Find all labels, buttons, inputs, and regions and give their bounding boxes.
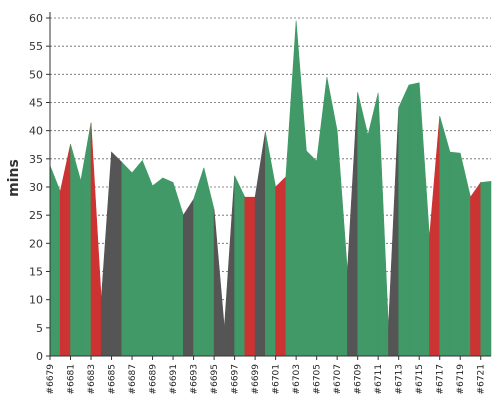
x-tick-label: #6711 [374, 364, 384, 394]
x-tick-label: #6705 [313, 364, 323, 394]
x-tick-label: #6707 [333, 364, 343, 394]
area-segment-6712 [388, 107, 399, 357]
area-segment-6720 [470, 181, 482, 357]
area-segment-6697 [234, 175, 246, 357]
x-tick-label: #6721 [477, 364, 487, 394]
area-segment-6688 [142, 160, 153, 357]
area-segment-6696 [224, 175, 235, 357]
x-tick-label: #6715 [415, 364, 425, 394]
area-segment-6691 [172, 182, 184, 357]
y-tick-label: 40 [29, 125, 43, 138]
area-segment-6709 [357, 92, 369, 357]
x-tick-label: #6701 [272, 364, 282, 394]
x-tick-label: #6703 [292, 364, 302, 394]
area-segment-6713 [398, 84, 410, 357]
area-segment-6699 [254, 131, 266, 357]
area-segment-6694 [203, 167, 215, 357]
area-segment-6680 [59, 144, 71, 357]
y-tick-label: 55 [29, 40, 43, 53]
area-segment-6706 [326, 77, 338, 357]
area-segment-6683 [90, 122, 102, 357]
area-segment-6685 [111, 151, 123, 357]
area-segment-6687 [131, 159, 143, 357]
x-tick-label: #6681 [67, 364, 77, 394]
x-tick-label: #6717 [436, 364, 446, 394]
x-tick-label: #6697 [231, 364, 241, 394]
y-tick-label: 50 [29, 68, 43, 81]
area-segment-6703 [295, 20, 307, 357]
y-tick-label: 0 [36, 350, 43, 363]
area-segment-6682 [80, 122, 92, 357]
y-tick-label: 10 [29, 294, 43, 307]
x-tick-label: #6683 [87, 364, 97, 394]
area-segment-6684 [100, 152, 112, 357]
y-tick-label: 5 [36, 322, 43, 335]
x-tick-label: #6695 [210, 364, 220, 394]
x-tick-label: #6679 [46, 364, 56, 395]
area-segment-6679 [49, 165, 61, 357]
area-segment-6692 [183, 198, 194, 357]
x-tick-labels: #6679 #6681 #6683 #6685 #6687 #6689 #6691 #6693… [46, 364, 487, 395]
area-segment-6693 [193, 167, 205, 357]
y-tick-label: 25 [29, 209, 43, 222]
area-segment-6681 [70, 144, 82, 357]
x-tick-label: #6713 [395, 364, 405, 394]
x-tick-label: #6719 [456, 364, 466, 395]
area-segment-6698 [244, 196, 256, 357]
x-tick-label: #6689 [149, 364, 159, 395]
area-segment-6689 [152, 177, 164, 357]
x-tick-label: #6685 [108, 364, 118, 394]
x-tick-label: #6691 [169, 364, 179, 394]
area-segment-6714 [408, 82, 420, 357]
y-tick-label: 30 [29, 181, 43, 194]
area-segment-6705 [316, 77, 328, 357]
y-axis-label: mins [6, 159, 22, 197]
x-tick-label: #6687 [128, 364, 138, 394]
y-tick-label: 60 [29, 12, 43, 25]
area-segment-6708 [347, 92, 358, 357]
area-layer [49, 20, 492, 357]
area-segment-6704 [306, 150, 317, 357]
x-tick-label: #6699 [251, 364, 261, 395]
y-tick-label: 35 [29, 153, 43, 166]
area-segment-6690 [162, 177, 174, 357]
area-segment-6707 [336, 130, 348, 357]
area-segment-6715 [418, 82, 430, 357]
area-segment-6711 [377, 92, 389, 357]
area-segment-6721 [480, 181, 492, 357]
x-tick-label: #6709 [354, 364, 364, 395]
area-segment-6719 [459, 153, 471, 357]
area-segment-6700 [265, 131, 276, 357]
axis-layer [46, 12, 491, 360]
area-segment-6701 [275, 176, 287, 357]
area-segment-6702 [285, 20, 297, 357]
area-segment-6695 [213, 209, 225, 357]
area-segment-6716 [429, 115, 441, 357]
y-tick-label: 45 [29, 97, 43, 110]
y-tick-label: 15 [29, 266, 43, 279]
area-segment-6718 [449, 151, 461, 357]
area-segment-6717 [439, 115, 451, 357]
x-tick-label: #6693 [190, 364, 200, 394]
y-tick-label: 20 [29, 237, 43, 250]
y-tick-labels: 0 5 10 15 20 25 30 35 40 45 50 55 60 [29, 12, 43, 363]
area-segment-6686 [121, 161, 133, 357]
area-segment-6710 [367, 92, 379, 357]
